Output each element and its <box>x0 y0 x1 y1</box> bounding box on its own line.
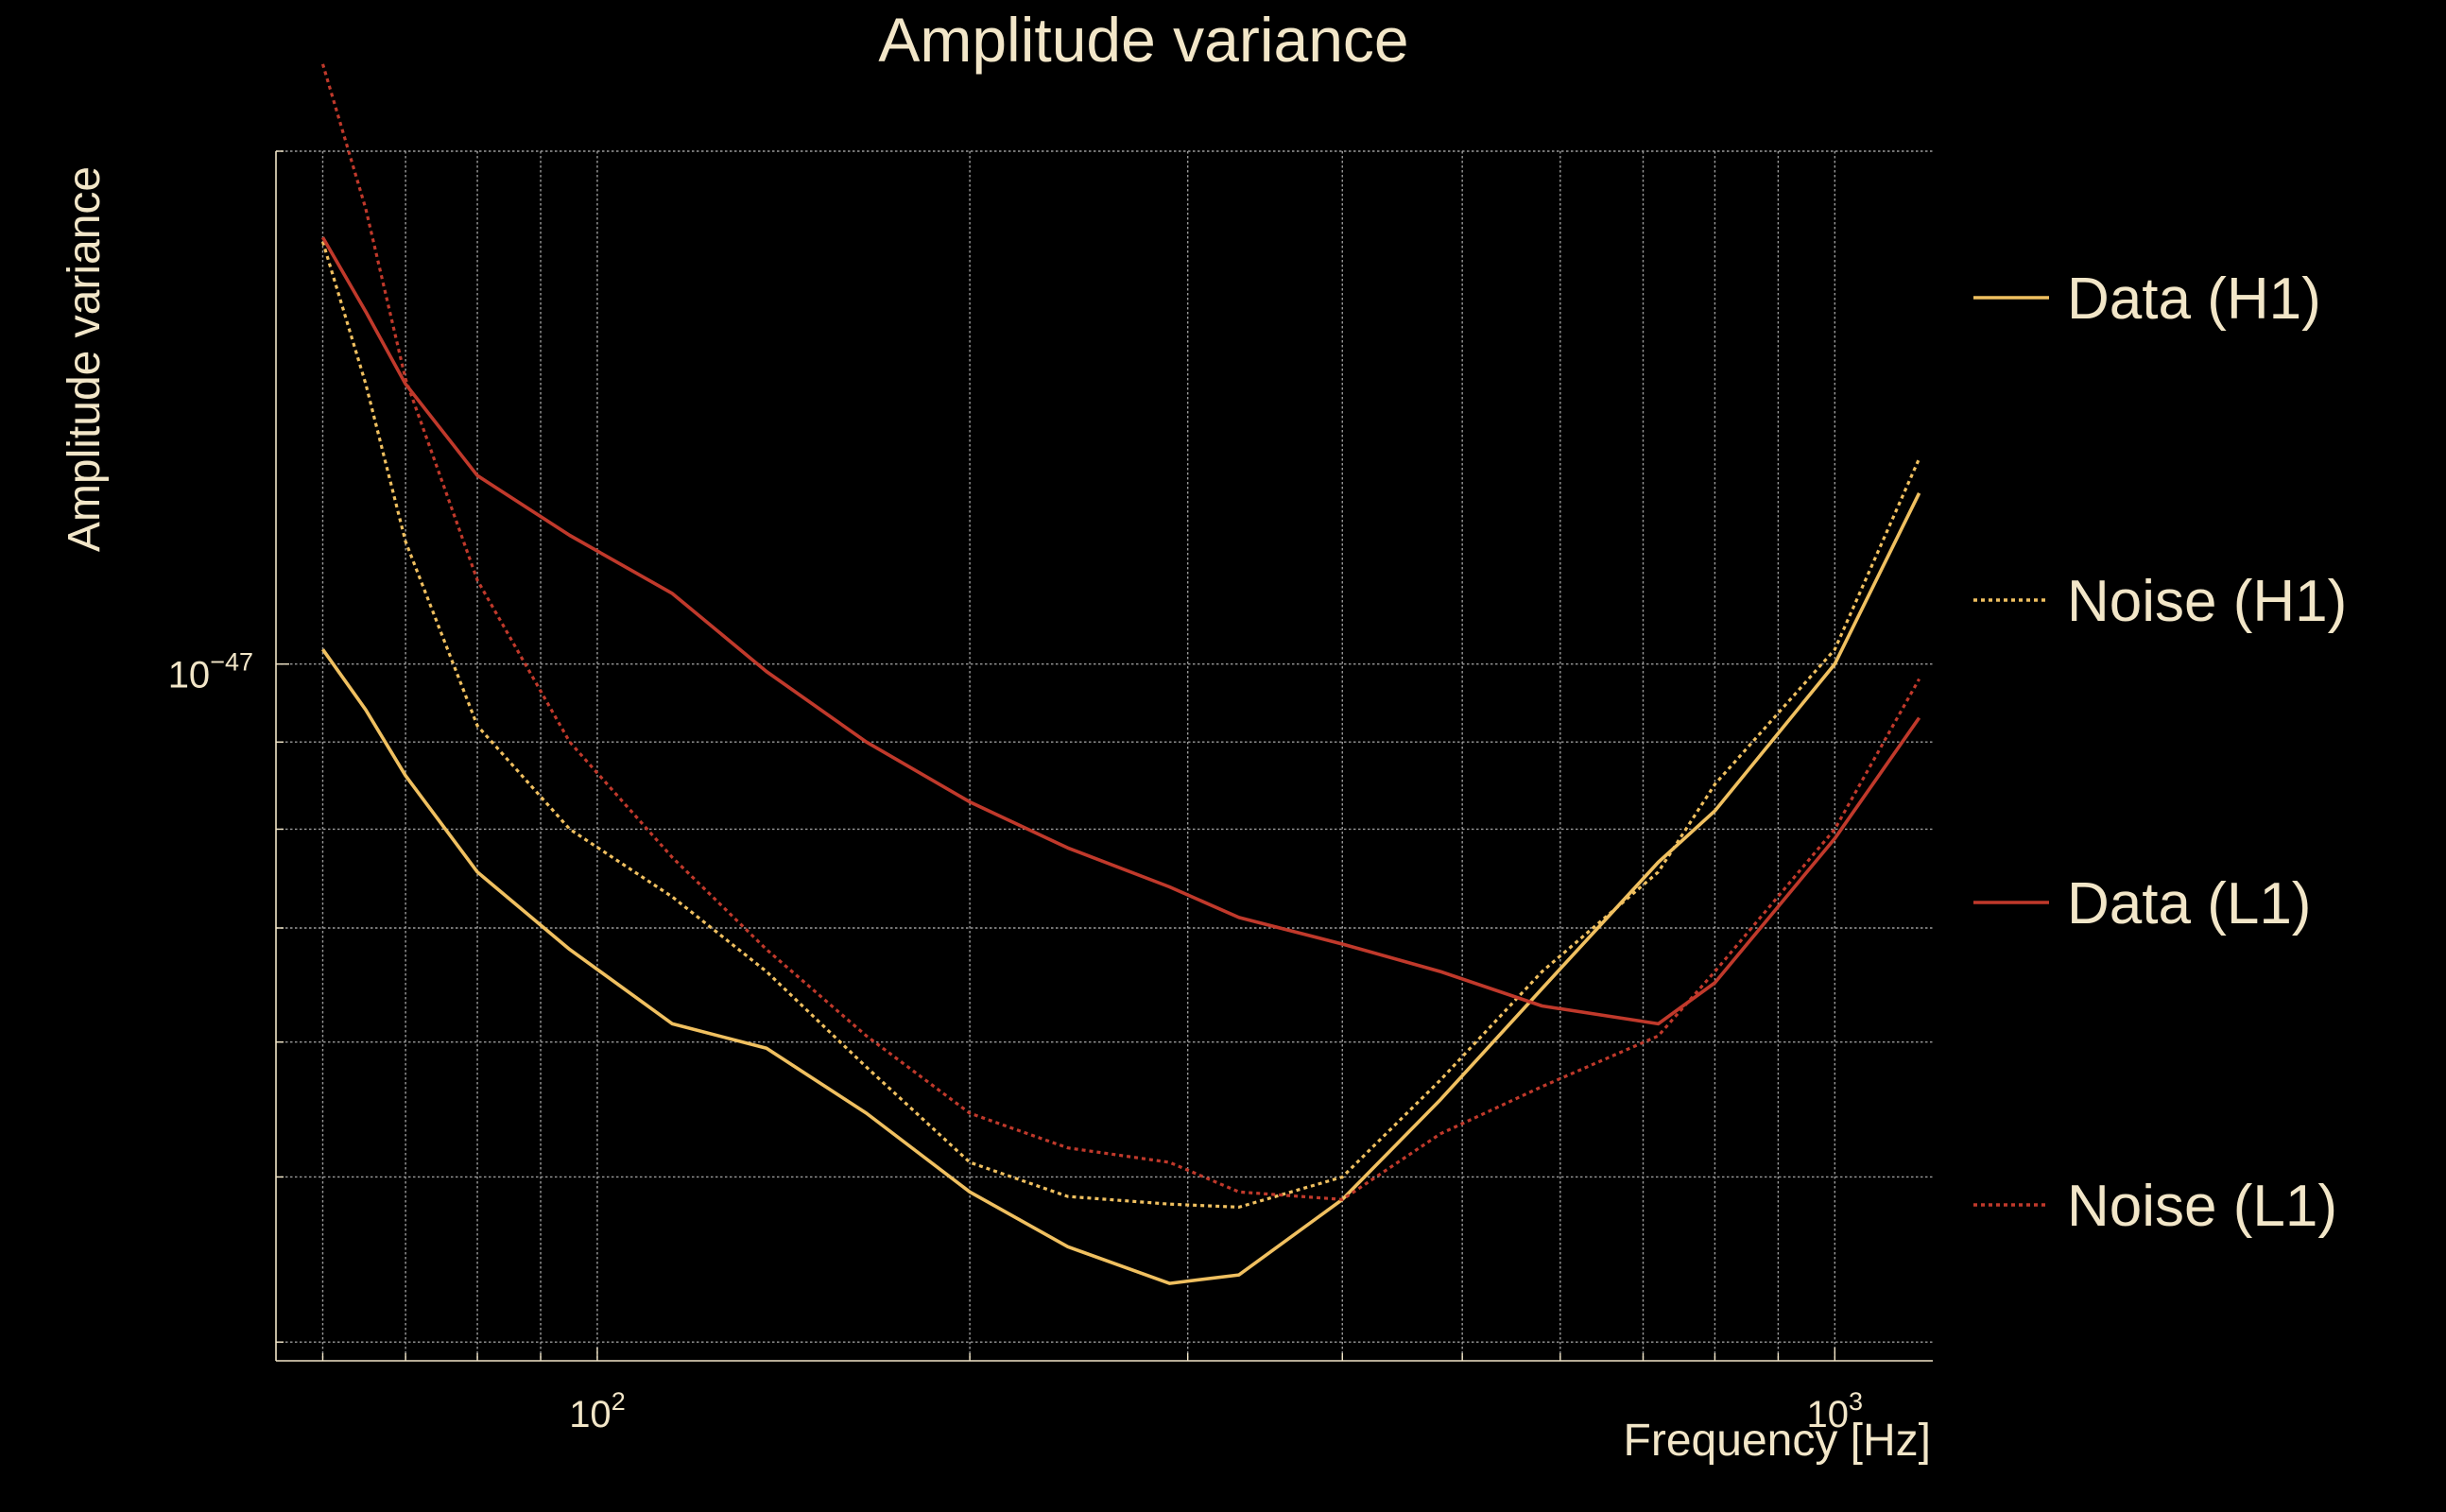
legend-label: Data (H1) <box>2067 266 2321 332</box>
x-tick-label: 103 <box>1807 1387 1864 1435</box>
series-line-1 <box>321 492 1921 1285</box>
series-line-4 <box>320 63 1921 1201</box>
x-tick-label-exponent: 2 <box>612 1387 626 1416</box>
series-line-3 <box>320 236 1921 1026</box>
series-group <box>320 63 1921 1285</box>
legend-label: Noise (L1) <box>2067 1174 2337 1239</box>
x-tick-label: 102 <box>569 1387 626 1435</box>
x-tick-label-exponent: 3 <box>1849 1387 1863 1416</box>
legend-label: Noise (H1) <box>2067 569 2347 634</box>
y-tick-label-exponent: −47 <box>210 648 253 677</box>
x-axis-label: Frequency [Hz] <box>1624 1416 1931 1466</box>
axes <box>275 151 1933 1362</box>
chart-title: Amplitude variance <box>878 5 1408 75</box>
legend: Data (H1) Noise (H1) Data (L1) Noise (L1) <box>1973 266 2347 1239</box>
series-line-2 <box>320 241 1921 1210</box>
x-tick-label-base: 10 <box>569 1394 612 1435</box>
grid <box>276 150 1933 1361</box>
y-axis-label: Amplitude variance <box>60 166 110 552</box>
x-tick-label-base: 10 <box>1807 1394 1850 1435</box>
y-tick-label: 10−47 <box>168 648 253 696</box>
legend-label: Data (L1) <box>2067 871 2311 936</box>
y-tick-label-base: 10 <box>168 655 211 696</box>
tick-marks <box>276 150 1836 1361</box>
